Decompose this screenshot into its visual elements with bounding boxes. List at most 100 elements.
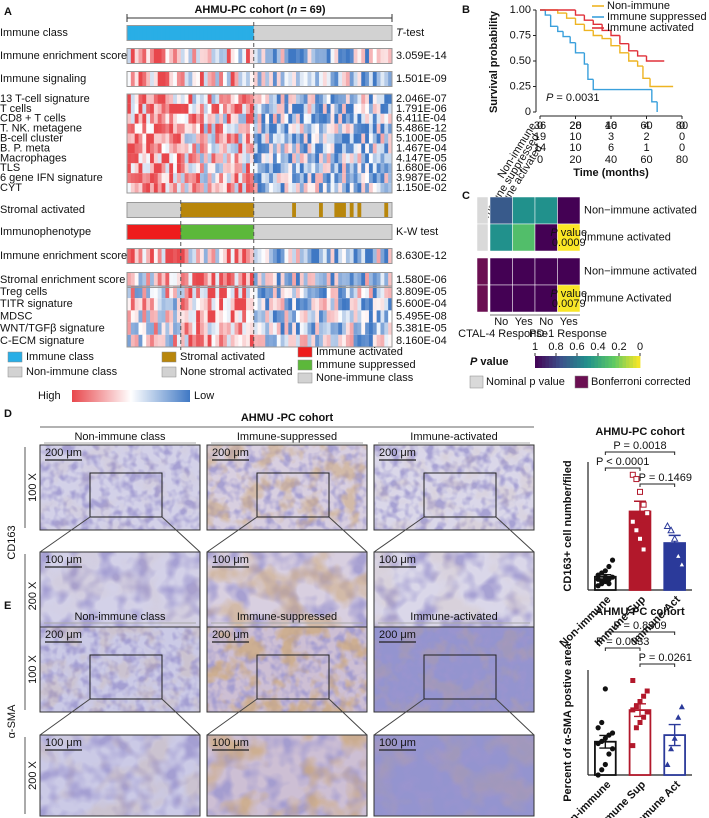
- legend-swatch: [297, 372, 313, 384]
- heatmap-cell: [196, 224, 201, 240]
- colorbar-step: [545, 356, 550, 368]
- heatmap-cell: [203, 71, 209, 87]
- heatmap-cell: [284, 163, 289, 174]
- heatmap-cell: [311, 133, 316, 144]
- heatmap-cell: [322, 202, 328, 218]
- heatmap-cell: [253, 153, 258, 164]
- heatmap-cell: [199, 334, 205, 347]
- heatmap-cell: [127, 286, 132, 299]
- heatmap-cell: [338, 94, 343, 104]
- heatmap-cell: [223, 153, 228, 164]
- heatmap-cell: [319, 133, 324, 144]
- heatmap-cell: [311, 202, 316, 218]
- heatmap-cell: [249, 163, 255, 174]
- heatmap-cell: [130, 103, 136, 114]
- heatmap-cell: [150, 153, 155, 164]
- heatmap-cell: [176, 113, 182, 124]
- heatmap-cell: [326, 71, 331, 87]
- heatmap-cell: [269, 48, 274, 64]
- heatmap-cell: [342, 48, 347, 64]
- heatmap-cell: [338, 48, 343, 64]
- heatmap-cell: [257, 248, 262, 264]
- heatmap-cell: [199, 272, 205, 288]
- heatmap-cell: [357, 183, 362, 193]
- heatmap-cell: [161, 298, 166, 311]
- heatmap-cell: [211, 202, 216, 218]
- heatmap-cell: [384, 334, 389, 347]
- heatmap-cell: [157, 48, 162, 64]
- heatmap-cell: [242, 103, 247, 114]
- data-point: [602, 735, 608, 741]
- heatmap-cell: [180, 48, 186, 64]
- p-value: 1.501E-09: [396, 73, 447, 85]
- heatmap-cell: [376, 123, 381, 134]
- heatmap-cell: [257, 123, 262, 134]
- heatmap-cell: [150, 173, 155, 184]
- heatmap-cell: [353, 48, 358, 64]
- survival-step: [610, 38, 620, 47]
- zoom-box: [256, 472, 330, 518]
- heatmap-cell: [215, 143, 220, 154]
- at-risk-count: 28: [569, 120, 581, 132]
- heatmap-cell: [150, 48, 155, 64]
- heatmap-cell: [295, 71, 301, 87]
- survival-step: [583, 24, 594, 32]
- heatmap-cell: [334, 286, 339, 299]
- heatmap-cell: [242, 310, 247, 323]
- heatmap-cell: [345, 272, 351, 288]
- heatmap-cell: [280, 272, 285, 288]
- p-text: value: [558, 288, 587, 300]
- heatmap-cell: [146, 183, 151, 193]
- heatmap-cell: [199, 286, 205, 299]
- heatmap-cell: [365, 153, 370, 164]
- heatmap-cell: [380, 286, 385, 299]
- heatmap-cell: [242, 322, 247, 335]
- heatmap-cell: [234, 143, 239, 154]
- heatmap-cell: [261, 224, 266, 240]
- heatmap-cell: [345, 113, 351, 124]
- heatmap-cell: [230, 310, 235, 323]
- heatmap-cell: [315, 133, 320, 144]
- heatmap-cell: [127, 224, 132, 240]
- y-tick-label: 0.50: [510, 55, 531, 67]
- heatmap-cell: [303, 153, 308, 164]
- x-tick-label: 40: [605, 120, 617, 132]
- heatmap-cell: [130, 322, 136, 335]
- heatmap-cell: [219, 298, 224, 311]
- heatmap-cell: [242, 163, 247, 174]
- heatmap-cell: [380, 163, 385, 174]
- heatmap-cell: [127, 113, 132, 124]
- heatmap-cell: [345, 71, 351, 87]
- heatmap-cell: [365, 310, 370, 323]
- heatmap-cell: [176, 310, 182, 323]
- heatmap-cell: [303, 71, 308, 87]
- heatmap-cell: [361, 173, 366, 184]
- heatmap-cell: [138, 248, 143, 264]
- heatmap-cell: [288, 224, 293, 240]
- heatmap-cell: [257, 202, 262, 218]
- heatmap-cell: [372, 71, 378, 87]
- heatmap-cell: [330, 163, 335, 174]
- heatmap-cell: [142, 103, 147, 114]
- heatmap-cell: [169, 143, 174, 154]
- at-risk-count: 0: [679, 120, 685, 132]
- heatmap-cell: [269, 71, 274, 87]
- heatmap-cell: [203, 298, 209, 311]
- heatmap-cell: [203, 94, 209, 104]
- row-label: T. NK. metagene: [0, 123, 82, 135]
- heatmap-cell: [388, 143, 393, 154]
- p-value: 8.630E-12: [396, 250, 447, 262]
- colorbar-step: [622, 356, 627, 368]
- heatmap-cell: [311, 334, 316, 347]
- colorbar-step: [633, 356, 637, 368]
- heatmap-cell: [165, 224, 170, 240]
- heatmap-cell: [203, 248, 209, 264]
- heatmap-cell: [253, 272, 258, 288]
- panel-label: B: [462, 4, 470, 16]
- heatmap-cell: [150, 94, 155, 104]
- row-group-strip: [476, 196, 489, 225]
- p-italic: P: [546, 92, 554, 104]
- heatmap-cell: [134, 202, 139, 218]
- heatmap-cell: [196, 322, 201, 335]
- heatmap-cell: [142, 322, 147, 335]
